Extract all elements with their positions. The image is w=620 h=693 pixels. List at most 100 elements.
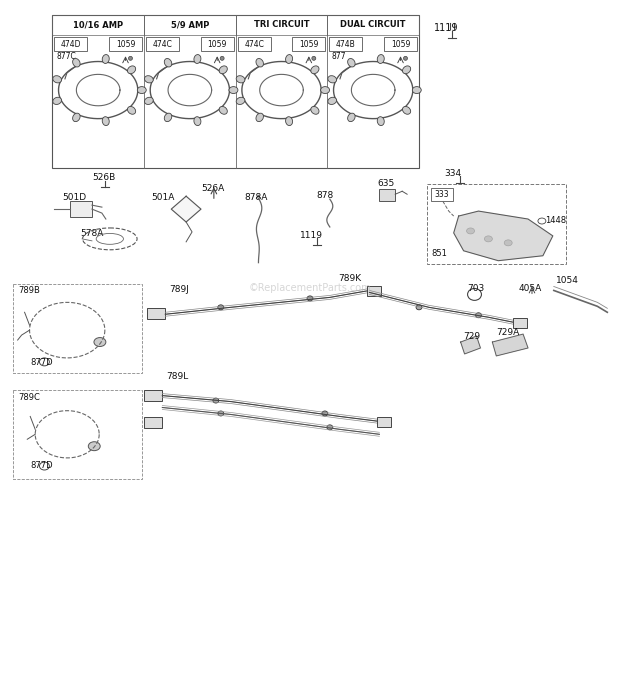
Bar: [379, 189, 395, 201]
Ellipse shape: [412, 87, 421, 94]
Text: 333: 333: [435, 190, 449, 199]
Bar: [144, 15, 236, 35]
Ellipse shape: [53, 97, 61, 105]
Ellipse shape: [53, 76, 61, 83]
Ellipse shape: [377, 116, 384, 125]
Text: 877D: 877D: [30, 358, 53, 367]
Ellipse shape: [128, 107, 136, 114]
Text: 789B: 789B: [19, 286, 40, 295]
Text: 878A: 878A: [245, 193, 268, 202]
Ellipse shape: [256, 58, 264, 67]
Text: 877D: 877D: [30, 461, 53, 470]
Ellipse shape: [402, 66, 410, 73]
Ellipse shape: [73, 58, 80, 67]
Ellipse shape: [229, 87, 238, 94]
Text: 10/16 AMP: 10/16 AMP: [73, 20, 123, 29]
Polygon shape: [461, 336, 480, 354]
Text: 501A: 501A: [151, 193, 175, 202]
Bar: [384, 37, 417, 51]
Text: 1054: 1054: [556, 276, 578, 285]
Text: 851: 851: [431, 249, 447, 258]
Ellipse shape: [102, 116, 109, 125]
Bar: [148, 308, 166, 319]
Text: 877C: 877C: [56, 53, 76, 62]
Text: 526B: 526B: [92, 173, 115, 182]
Bar: [52, 15, 144, 35]
Text: 474B: 474B: [336, 40, 356, 49]
Text: 877: 877: [331, 53, 346, 62]
Ellipse shape: [144, 76, 153, 83]
Ellipse shape: [218, 411, 224, 416]
Ellipse shape: [484, 236, 492, 242]
Text: 1059: 1059: [391, 40, 410, 49]
Ellipse shape: [476, 313, 482, 317]
Ellipse shape: [311, 107, 319, 114]
Ellipse shape: [348, 113, 355, 122]
Text: DUAL CIRCUIT: DUAL CIRCUIT: [340, 20, 406, 29]
Text: 526A: 526A: [201, 184, 224, 193]
Ellipse shape: [286, 55, 293, 64]
Ellipse shape: [307, 296, 313, 301]
Text: 5/9 AMP: 5/9 AMP: [170, 20, 209, 29]
Text: 501D: 501D: [62, 193, 86, 202]
Text: 474C: 474C: [244, 40, 264, 49]
Ellipse shape: [312, 56, 316, 60]
Ellipse shape: [348, 58, 355, 67]
Ellipse shape: [88, 441, 100, 450]
Ellipse shape: [128, 66, 136, 73]
Ellipse shape: [467, 228, 474, 234]
Bar: [327, 15, 419, 35]
Bar: [329, 37, 362, 51]
Ellipse shape: [328, 97, 337, 105]
Ellipse shape: [194, 55, 201, 64]
Ellipse shape: [236, 97, 245, 105]
Bar: [201, 37, 234, 51]
Text: 334: 334: [444, 169, 461, 178]
Text: 703: 703: [467, 283, 485, 292]
Ellipse shape: [144, 97, 153, 105]
Bar: [146, 37, 179, 51]
Text: 789K: 789K: [338, 274, 361, 283]
Ellipse shape: [504, 240, 512, 246]
Text: 878: 878: [316, 191, 333, 200]
Ellipse shape: [311, 66, 319, 73]
Text: 729A: 729A: [497, 328, 520, 337]
Bar: [55, 37, 87, 51]
Text: 578A: 578A: [80, 229, 104, 238]
Ellipse shape: [321, 87, 330, 94]
Bar: [144, 417, 162, 428]
Ellipse shape: [322, 411, 328, 416]
Bar: [431, 188, 453, 201]
Ellipse shape: [219, 66, 228, 73]
Ellipse shape: [73, 113, 80, 122]
Text: 405A: 405A: [518, 283, 541, 292]
Text: 1448: 1448: [545, 216, 566, 225]
Text: 1059: 1059: [299, 40, 319, 49]
Ellipse shape: [137, 87, 146, 94]
Text: 1119: 1119: [300, 231, 323, 240]
Ellipse shape: [128, 56, 133, 60]
Ellipse shape: [404, 56, 407, 60]
Text: 474C: 474C: [153, 40, 172, 49]
Ellipse shape: [327, 425, 333, 430]
Text: 789J: 789J: [169, 286, 189, 295]
Ellipse shape: [164, 113, 172, 122]
Polygon shape: [454, 211, 553, 261]
Bar: [109, 37, 142, 51]
Bar: [513, 318, 527, 328]
Ellipse shape: [218, 305, 224, 310]
Ellipse shape: [94, 337, 106, 346]
Ellipse shape: [219, 107, 228, 114]
Ellipse shape: [416, 305, 422, 310]
Bar: [144, 389, 162, 401]
Text: 1059: 1059: [208, 40, 227, 49]
Text: 1059: 1059: [116, 40, 135, 49]
Bar: [12, 283, 141, 373]
Bar: [70, 201, 92, 217]
Bar: [237, 37, 271, 51]
Ellipse shape: [102, 55, 109, 64]
Ellipse shape: [256, 113, 264, 122]
Text: 635: 635: [378, 179, 395, 188]
Ellipse shape: [194, 116, 201, 125]
Bar: [368, 286, 381, 297]
